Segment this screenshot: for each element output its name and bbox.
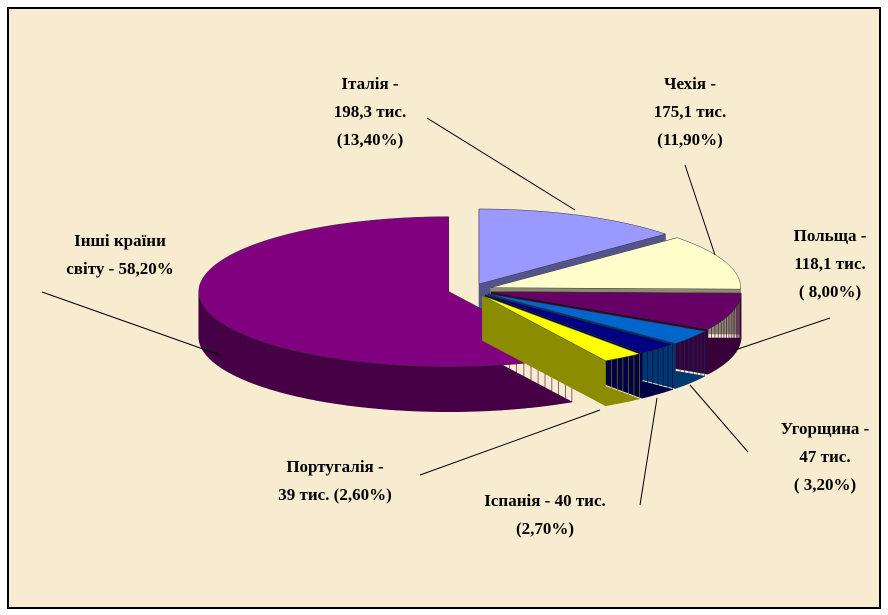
slice	[478, 208, 667, 285]
slice	[482, 295, 641, 361]
data-label: 118,1 тис.	[794, 254, 866, 273]
slice	[487, 293, 706, 344]
data-label: (13,40%)	[337, 130, 404, 149]
data-label: світу - 58,20%	[66, 259, 174, 278]
leader-line	[639, 397, 658, 506]
leader-line	[426, 117, 576, 211]
slice	[485, 294, 674, 354]
data-label: Угорщина -	[781, 419, 870, 438]
leader-line	[419, 409, 601, 476]
leader-line	[734, 317, 831, 351]
slice	[490, 237, 741, 290]
data-label: 47 тис.	[799, 447, 850, 466]
data-label: ( 8,00%)	[799, 282, 861, 301]
data-label: (2,70%)	[516, 519, 574, 538]
data-label: Інші країни	[74, 231, 166, 250]
data-label: Португалія -	[286, 457, 384, 476]
data-label: Польща -	[794, 226, 867, 245]
leader-line	[689, 384, 749, 453]
slice	[198, 216, 573, 367]
data-label: 198,3 тис.	[334, 102, 406, 121]
data-label: Чехія -	[664, 74, 716, 93]
leader-line	[684, 164, 716, 256]
slice-side	[198, 216, 573, 412]
data-label: 39 тис. (2,60%)	[278, 485, 392, 504]
data-label: ( 3,20%)	[794, 475, 856, 494]
data-label: Італія -	[341, 74, 399, 93]
data-label: 175,1 тис.	[654, 102, 726, 121]
data-label: Іспанія - 40 тис.	[484, 491, 606, 510]
data-label: (11,90%)	[657, 130, 723, 149]
slice-side	[482, 294, 640, 407]
slice	[491, 291, 742, 330]
leader-line	[41, 291, 221, 356]
